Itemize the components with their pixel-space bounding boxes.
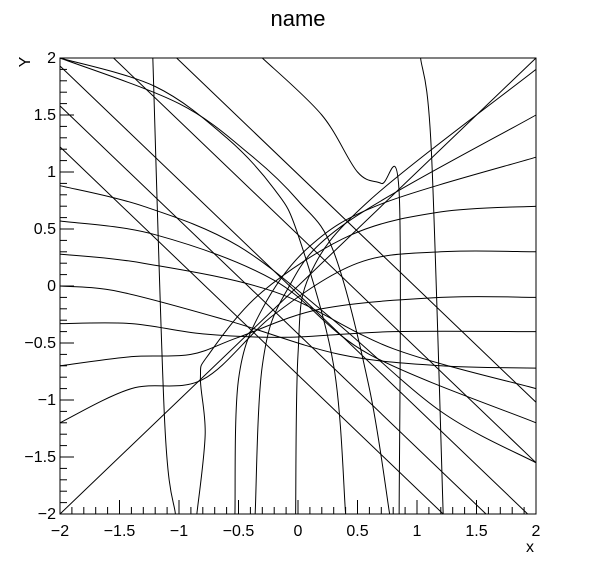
curve-line-1 [59, 57, 537, 515]
curve-line-12 [59, 285, 537, 369]
curve-line-4 [176, 57, 537, 403]
curve-line-21 [59, 57, 391, 515]
curve-line-22 [261, 57, 401, 515]
x-tick-label: −1 [170, 523, 188, 540]
curve-line-11 [59, 253, 537, 390]
x-tick-label: 0 [294, 523, 303, 540]
curve-layer [59, 57, 537, 515]
curve-line-14 [59, 296, 537, 367]
y-tick-label: −1.5 [24, 449, 56, 466]
curve-line-16 [196, 205, 537, 515]
x-tick-label: 1 [413, 523, 422, 540]
y-tick-label: 1 [47, 164, 56, 181]
x-tick-label: 1.5 [465, 523, 487, 540]
curve-line-9 [59, 185, 537, 464]
curve-line-10 [59, 220, 537, 424]
x-tick-label: 2 [532, 523, 541, 540]
curve-line-7 [59, 105, 487, 515]
curve-line-18 [254, 114, 537, 515]
ticks-layer: −2 −1.5 −1 −0.5 0 0.5 1 1.5 2 −2 −1.5 −1 −0.5 0 0.5 1 1.… [24, 50, 540, 540]
x-axis-title: x [526, 539, 534, 556]
y-tick-label: 2 [47, 50, 56, 67]
curve-line-20 [59, 57, 347, 515]
curve-line-5 [113, 57, 537, 464]
chart-title: name [270, 6, 325, 31]
curve-line-13 [59, 322, 537, 338]
curve-line-2 [420, 57, 444, 515]
x-tick-label: −0.5 [223, 523, 255, 540]
x-tick-label: −1.5 [104, 523, 136, 540]
x-tick-label: −2 [51, 523, 69, 540]
y-tick-label: −1 [38, 392, 56, 409]
curve-line-6 [59, 65, 529, 515]
x-tick-label: 0.5 [346, 523, 368, 540]
y-tick-label: 0 [47, 278, 56, 295]
y-tick-label: −2 [38, 506, 56, 523]
curve-line-3 [152, 57, 176, 515]
curve-line-17 [234, 156, 537, 515]
y-tick-label: 1.5 [34, 107, 56, 124]
y-tick-label: 0.5 [34, 221, 56, 238]
y-axis-title: Y [17, 56, 34, 67]
curve-line-19 [295, 69, 537, 515]
y-tick-label: −0.5 [24, 335, 56, 352]
